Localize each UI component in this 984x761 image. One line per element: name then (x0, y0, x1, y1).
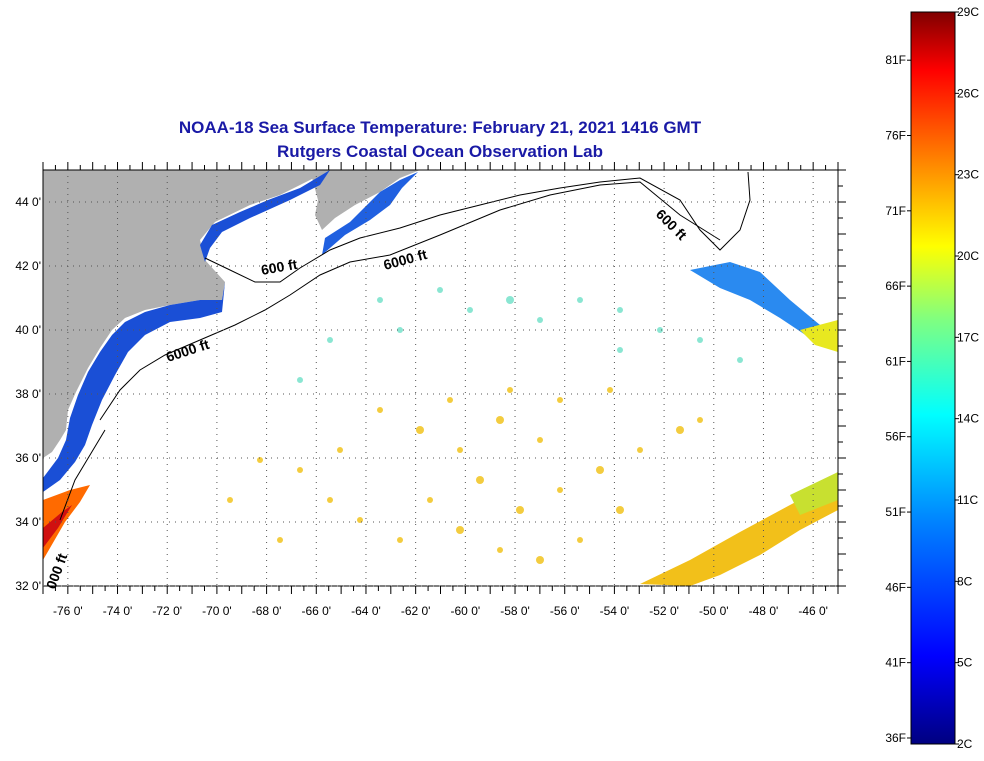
ne-cold-patch (690, 262, 838, 352)
colorbar-celsius-label: 17C (957, 330, 979, 344)
map-subtitle: Rutgers Coastal Ocean Observation Lab (277, 142, 603, 161)
colorbar-celsius-label: 29C (957, 5, 979, 19)
ne-warm-patch (800, 320, 838, 352)
lon-label: -64 0' (351, 604, 381, 618)
colorbar-celsius-label: 26C (957, 86, 979, 100)
colorbar (910, 11, 956, 745)
lon-label: -54 0' (600, 604, 630, 618)
land-nova-scotia (310, 170, 420, 230)
colorbar-celsius-label: 5C (957, 656, 973, 670)
coastal-cold-water (43, 282, 225, 492)
lon-label: -60 0' (451, 604, 481, 618)
ocean-speckles-cool (297, 287, 743, 383)
lon-label: -74 0' (103, 604, 133, 618)
coastal-cold-water (322, 172, 418, 255)
lon-label: -56 0' (550, 604, 580, 618)
lon-label: -70 0' (202, 604, 232, 618)
colorbar-celsius-label: 14C (957, 412, 979, 426)
map-ticks (42, 162, 846, 594)
lon-label: -72 0' (152, 604, 182, 618)
colorbar-fahrenheit-label: 71F (885, 204, 906, 218)
lon-label: -48 0' (749, 604, 779, 618)
colorbar-fahrenheit-label: 66F (885, 279, 906, 293)
lat-label: 36 0' (15, 451, 41, 465)
lon-label: -76 0' (53, 604, 83, 618)
contour-label: 600 ft (260, 256, 299, 278)
colorbar-fahrenheit-label: 61F (885, 354, 906, 368)
coastal-cold-water (200, 170, 330, 262)
colorbar-ticks (907, 11, 959, 745)
colorbar-celsius-label: 8C (957, 574, 973, 588)
map-grid (43, 170, 838, 587)
longitude-labels: -76 0' -74 0' -72 0' -70 0' -68 0' -66 0' -64 … (53, 604, 828, 618)
map-title: NOAA-18 Sea Surface Temperature: Februar… (178, 118, 702, 137)
colorbar-fahrenheit-label: 56F (885, 430, 906, 444)
colorbar-celsius-labels: 29C 26C 23C 20C 17C 14C 11C 8C 5C 2C (957, 5, 979, 751)
lat-label: 34 0' (15, 515, 41, 529)
lon-label: -62 0' (401, 604, 431, 618)
lat-label: 44 0' (15, 195, 41, 209)
colorbar-fahrenheit-labels: 81F 76F 71F 66F 61F 56F 51F 46F 41F 36F (885, 53, 906, 745)
lon-label: -68 0' (252, 604, 282, 618)
se-warm-patch-2 (790, 472, 838, 515)
colorbar-fahrenheit-label: 46F (885, 580, 906, 594)
colorbar-celsius-label: 23C (957, 168, 979, 182)
lon-label: -58 0' (500, 604, 530, 618)
ocean-speckles (227, 387, 703, 564)
land-mass (43, 170, 330, 458)
lon-label: -66 0' (301, 604, 331, 618)
colorbar-celsius-label: 2C (957, 737, 973, 751)
lat-label: 32 0' (15, 579, 41, 593)
lat-label: 42 0' (15, 259, 41, 273)
colorbar-fahrenheit-label: 51F (885, 505, 906, 519)
lon-label: -46 0' (798, 604, 828, 618)
lon-label: -52 0' (649, 604, 679, 618)
latitude-labels: 44 0' 42 0' 40 0' 38 0' 36 0' 34 0' 32 0' (15, 195, 41, 593)
lat-label: 38 0' (15, 387, 41, 401)
colorbar-fahrenheit-label: 41F (885, 656, 906, 670)
depth-contour-600 (204, 171, 751, 283)
gulf-stream-hot (43, 505, 72, 548)
depth-contour-6000 (99, 181, 721, 421)
colorbar-fahrenheit-label: 76F (885, 129, 906, 143)
colorbar-fahrenheit-label: 81F (885, 53, 906, 67)
colorbar-celsius-label: 20C (957, 249, 979, 263)
colorbar-fahrenheit-label: 36F (885, 731, 906, 745)
se-warm-patch (640, 480, 838, 586)
lon-label: -50 0' (699, 604, 729, 618)
lat-label: 40 0' (15, 323, 41, 337)
gulf-stream-warm (43, 485, 90, 560)
colorbar-celsius-label: 11C (957, 493, 978, 507)
